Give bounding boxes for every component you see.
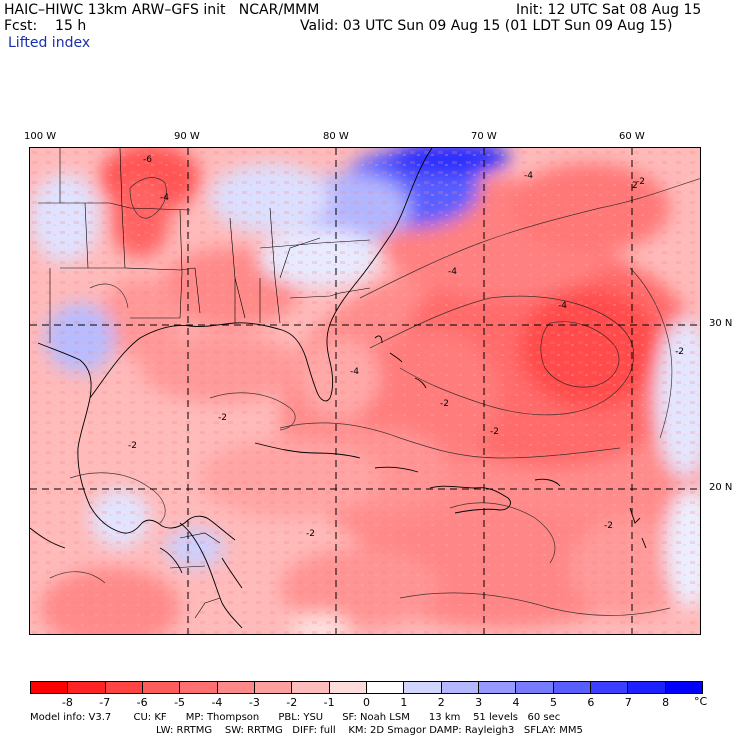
- colorbar-segment: [142, 682, 181, 693]
- contour-label: -2: [636, 177, 645, 187]
- colorbar-segment: [553, 682, 591, 693]
- colorbar-segment: [105, 682, 143, 693]
- contour-label: -2: [490, 427, 499, 437]
- init-time: Init: 12 UTC Sat 08 Aug 15: [516, 2, 702, 18]
- colorbar: [30, 681, 703, 694]
- lon-label-100w: 100 W: [24, 131, 57, 142]
- contour-label: -2: [128, 441, 137, 451]
- colorbar-tick-label: -7: [99, 696, 111, 709]
- lon-label-80w: 80 W: [323, 131, 349, 142]
- colorbar-tick-label: -2: [286, 696, 298, 709]
- colorbar-tick-label: 8: [662, 696, 670, 709]
- colorbar-segment: [665, 682, 702, 693]
- colorbar-segment: [441, 682, 479, 693]
- contour-label: -2: [604, 521, 613, 531]
- colorbar-tick-label: 6: [587, 696, 595, 709]
- li-contours: [49, 177, 700, 616]
- contour-label: -4: [524, 171, 533, 181]
- colorbar-segment: [516, 682, 554, 693]
- colorbar-segment: [478, 682, 517, 693]
- model-info-line1: Model info: V3.7 CU: KF MP: Thompson PBL…: [30, 712, 561, 723]
- colorbar-unit: °C: [694, 695, 708, 708]
- colorbar-tick-label: -3: [248, 696, 260, 709]
- colorbar-segment: [180, 682, 218, 693]
- colorbar-segment: [329, 682, 367, 693]
- contour-label: -6: [143, 155, 152, 165]
- colorbar-segment: [590, 682, 629, 693]
- lon-label-70w: 70 W: [471, 131, 497, 142]
- contour-label: -4: [448, 267, 457, 277]
- colorbar-tick-label: 3: [475, 696, 483, 709]
- field-texture: [30, 148, 700, 634]
- contour-label: -4: [350, 367, 359, 377]
- contour-label: -2: [440, 399, 449, 409]
- colorbar-segment: [404, 682, 442, 693]
- lon-label-60w: 60 W: [619, 131, 645, 142]
- contour-label: -2: [675, 347, 684, 357]
- colorbar-segment: [31, 682, 69, 693]
- graticule: [30, 148, 700, 634]
- colorbar-segment: [366, 682, 405, 693]
- model-info-line2: LW: RRTMG SW: RRTMG DIFF: full KM: 2D Sm…: [156, 725, 583, 736]
- colorbar-tick-label: 0: [363, 696, 370, 709]
- field-name: Lifted index: [8, 35, 91, 51]
- contour-label: -4: [558, 301, 567, 311]
- contour-label: 2: [632, 181, 638, 191]
- colorbar-segment: [628, 682, 666, 693]
- colorbar-tick-label: 1: [400, 696, 408, 709]
- colorbar-tick-label: 4: [512, 696, 520, 709]
- colorbar-tick-label: -4: [211, 696, 223, 709]
- colorbar-tick-label: -1: [323, 696, 335, 709]
- colorbar-tick-label: 7: [624, 696, 632, 709]
- colorbar-segment: [254, 682, 293, 693]
- colorbar-tick-label: 5: [549, 696, 557, 709]
- contour-label: -2: [306, 529, 315, 539]
- coastlines: [30, 148, 647, 629]
- colorbar-tick-label: -6: [136, 696, 148, 709]
- model-title: HAIC–HIWC 13km ARW–GFS init NCAR/MMM: [4, 2, 320, 18]
- contour-label: -2: [218, 413, 227, 423]
- colorbar-segment: [292, 682, 330, 693]
- lon-label-90w: 90 W: [174, 131, 200, 142]
- lat-label-20n: 20 N: [709, 482, 733, 493]
- map-canvas: -6 -4 -2 -4 -2 -4 -2 -4 -2 -2 -4 -2 2 -2…: [30, 148, 700, 634]
- lifted-index-map: -6 -4 -2 -4 -2 -4 -2 -4 -2 -2 -4 -2 2 -2…: [29, 147, 701, 635]
- colorbar-tick-label: -8: [61, 696, 73, 709]
- contour-labels: -6 -4 -2 -4 -2 -4 -2 -4 -2 -2 -4 -2 2 -2…: [128, 155, 684, 539]
- colorbar-segment: [217, 682, 255, 693]
- colorbar-tick-label: -5: [174, 696, 186, 709]
- forecast-hour: Fcst: 15 h: [4, 18, 87, 34]
- valid-time: Valid: 03 UTC Sun 09 Aug 15 (01 LDT Sun …: [300, 18, 673, 34]
- colorbar-segment: [68, 682, 106, 693]
- contour-label: -4: [160, 193, 169, 203]
- lat-label-30n: 30 N: [709, 318, 733, 329]
- colorbar-tick-label: 2: [437, 696, 445, 709]
